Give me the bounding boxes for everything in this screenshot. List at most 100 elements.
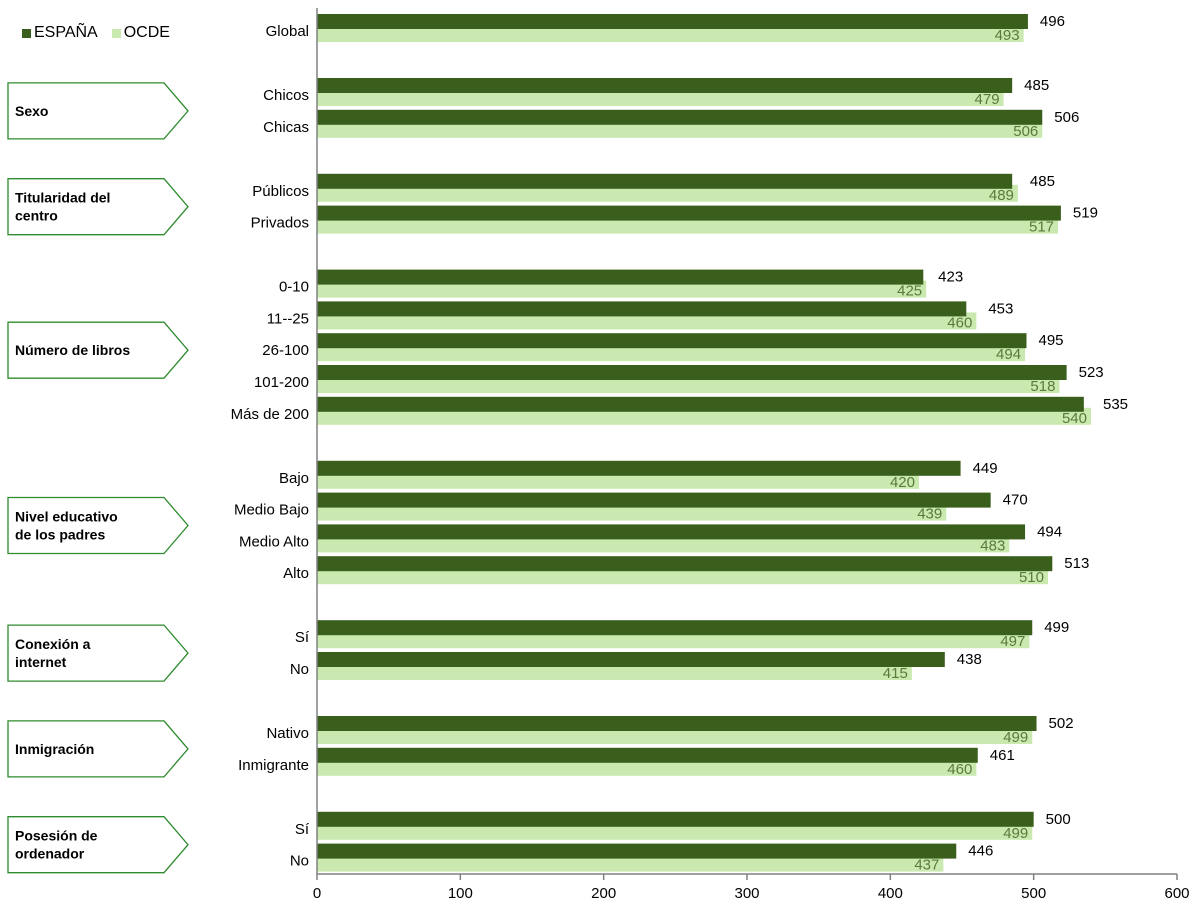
value-label-oecd: 460 (947, 761, 972, 778)
bar-oecd (317, 758, 977, 776)
legend-label-oecd: OCDE (123, 24, 170, 41)
value-label-spain: 449 (973, 460, 998, 477)
value-label-spain: 506 (1054, 109, 1079, 126)
legend: ESPAÑA OCDE (22, 24, 170, 42)
bar-oecd (317, 312, 977, 330)
bar-oecd (317, 631, 1030, 649)
bar-spain (317, 492, 991, 508)
category-label: No (290, 661, 309, 678)
bar-oecd (317, 407, 1091, 425)
x-tick-label: 300 (734, 885, 759, 902)
value-label-oecd: 425 (897, 283, 922, 300)
value-label-oecd: 479 (975, 91, 1000, 108)
value-label-oecd: 510 (1019, 569, 1044, 586)
category-label: Más de 200 (231, 406, 309, 423)
category-label: Chicas (263, 119, 309, 136)
bar-oecd (317, 120, 1043, 138)
legend-label-spain: ESPAÑA (34, 24, 98, 41)
x-tick-label: 400 (878, 885, 903, 902)
group-box (7, 624, 189, 682)
value-label-spain: 496 (1040, 13, 1065, 30)
bar-oecd (317, 663, 912, 680)
bar-oecd (317, 216, 1059, 234)
value-label-spain: 535 (1103, 396, 1128, 413)
value-label-spain: 438 (957, 651, 982, 668)
group-box (7, 178, 189, 236)
bar-oecd (317, 471, 919, 489)
value-label-oecd: 439 (917, 506, 942, 523)
group-box (7, 720, 189, 778)
bar-spain (317, 333, 1027, 349)
bar-oecd (317, 567, 1048, 585)
group-label: Posesión de ordenador (15, 828, 98, 862)
value-label-oecd: 499 (1003, 825, 1028, 842)
group-label: Número de libros (15, 342, 130, 358)
value-label-oecd: 499 (1003, 729, 1028, 746)
category-label: 0-10 (279, 279, 309, 296)
bar-oecd (317, 376, 1060, 393)
legend-item-spain: ESPAÑA (22, 24, 98, 42)
bar-oecd (317, 184, 1018, 202)
value-label-oecd: 497 (1000, 633, 1025, 650)
value-label-spain: 470 (1003, 492, 1028, 509)
value-label-oecd: 506 (1013, 123, 1038, 140)
category-label: Chicos (263, 87, 309, 104)
category-label: Medio Alto (239, 533, 309, 550)
value-label-oecd: 483 (980, 537, 1005, 554)
value-label-oecd: 489 (989, 187, 1014, 204)
value-label-oecd: 437 (914, 857, 939, 874)
legend-item-oecd: OCDE (111, 24, 170, 42)
bar-oecd (317, 503, 947, 521)
category-label: Privados (251, 215, 309, 232)
x-tick-label: 500 (1021, 885, 1046, 902)
value-label-oecd: 493 (995, 27, 1020, 44)
bar-spain (317, 716, 1037, 731)
bar-spain (317, 173, 1013, 189)
category-label: Sí (295, 629, 310, 646)
group-box (7, 496, 189, 555)
bar-spain (317, 205, 1061, 221)
value-label-spain: 523 (1079, 364, 1104, 381)
bar-spain (317, 747, 978, 763)
group-box (7, 816, 189, 874)
value-label-spain: 423 (938, 269, 963, 286)
group-label: Conexión a internet (15, 636, 91, 670)
bar-oecd (317, 822, 1033, 840)
group-label: Sexo (15, 103, 48, 119)
bar-spain (317, 396, 1084, 412)
value-label-oecd: 494 (996, 346, 1021, 363)
bar-spain (317, 620, 1033, 636)
category-label: Global (266, 23, 309, 40)
value-label-spain: 494 (1037, 523, 1062, 540)
bar-spain (317, 556, 1053, 572)
category-label: Públicos (252, 183, 309, 200)
category-label: Sí (295, 821, 310, 838)
group-label: Titularidad del centro (15, 190, 110, 224)
bar-oecd (317, 854, 944, 872)
bar-spain (317, 524, 1026, 540)
group-label: Nivel educativo de los padres (15, 509, 118, 543)
group-box (7, 82, 189, 140)
bar-oecd (317, 344, 1026, 362)
x-tick-label: 200 (591, 885, 616, 902)
bar-spain (317, 14, 1028, 29)
value-label-oecd: 415 (883, 665, 908, 682)
category-label: Medio Bajo (234, 502, 309, 519)
category-label: Bajo (279, 470, 309, 487)
value-label-oecd: 518 (1030, 378, 1055, 395)
x-tick-label: 600 (1164, 885, 1189, 902)
legend-swatch-spain (22, 28, 31, 38)
x-tick-label: 100 (448, 885, 473, 902)
bar-oecd (317, 89, 1004, 106)
group-box (7, 321, 189, 379)
category-label: No (290, 853, 309, 870)
bar-oecd (317, 727, 1033, 744)
value-label-spain: 446 (968, 843, 993, 860)
category-label: Alto (283, 565, 309, 582)
value-label-oecd: 460 (947, 314, 972, 331)
bar-oecd (317, 280, 927, 298)
category-label: 101-200 (254, 374, 309, 391)
bar-spain (317, 78, 1013, 93)
bar-oecd (317, 535, 1010, 553)
